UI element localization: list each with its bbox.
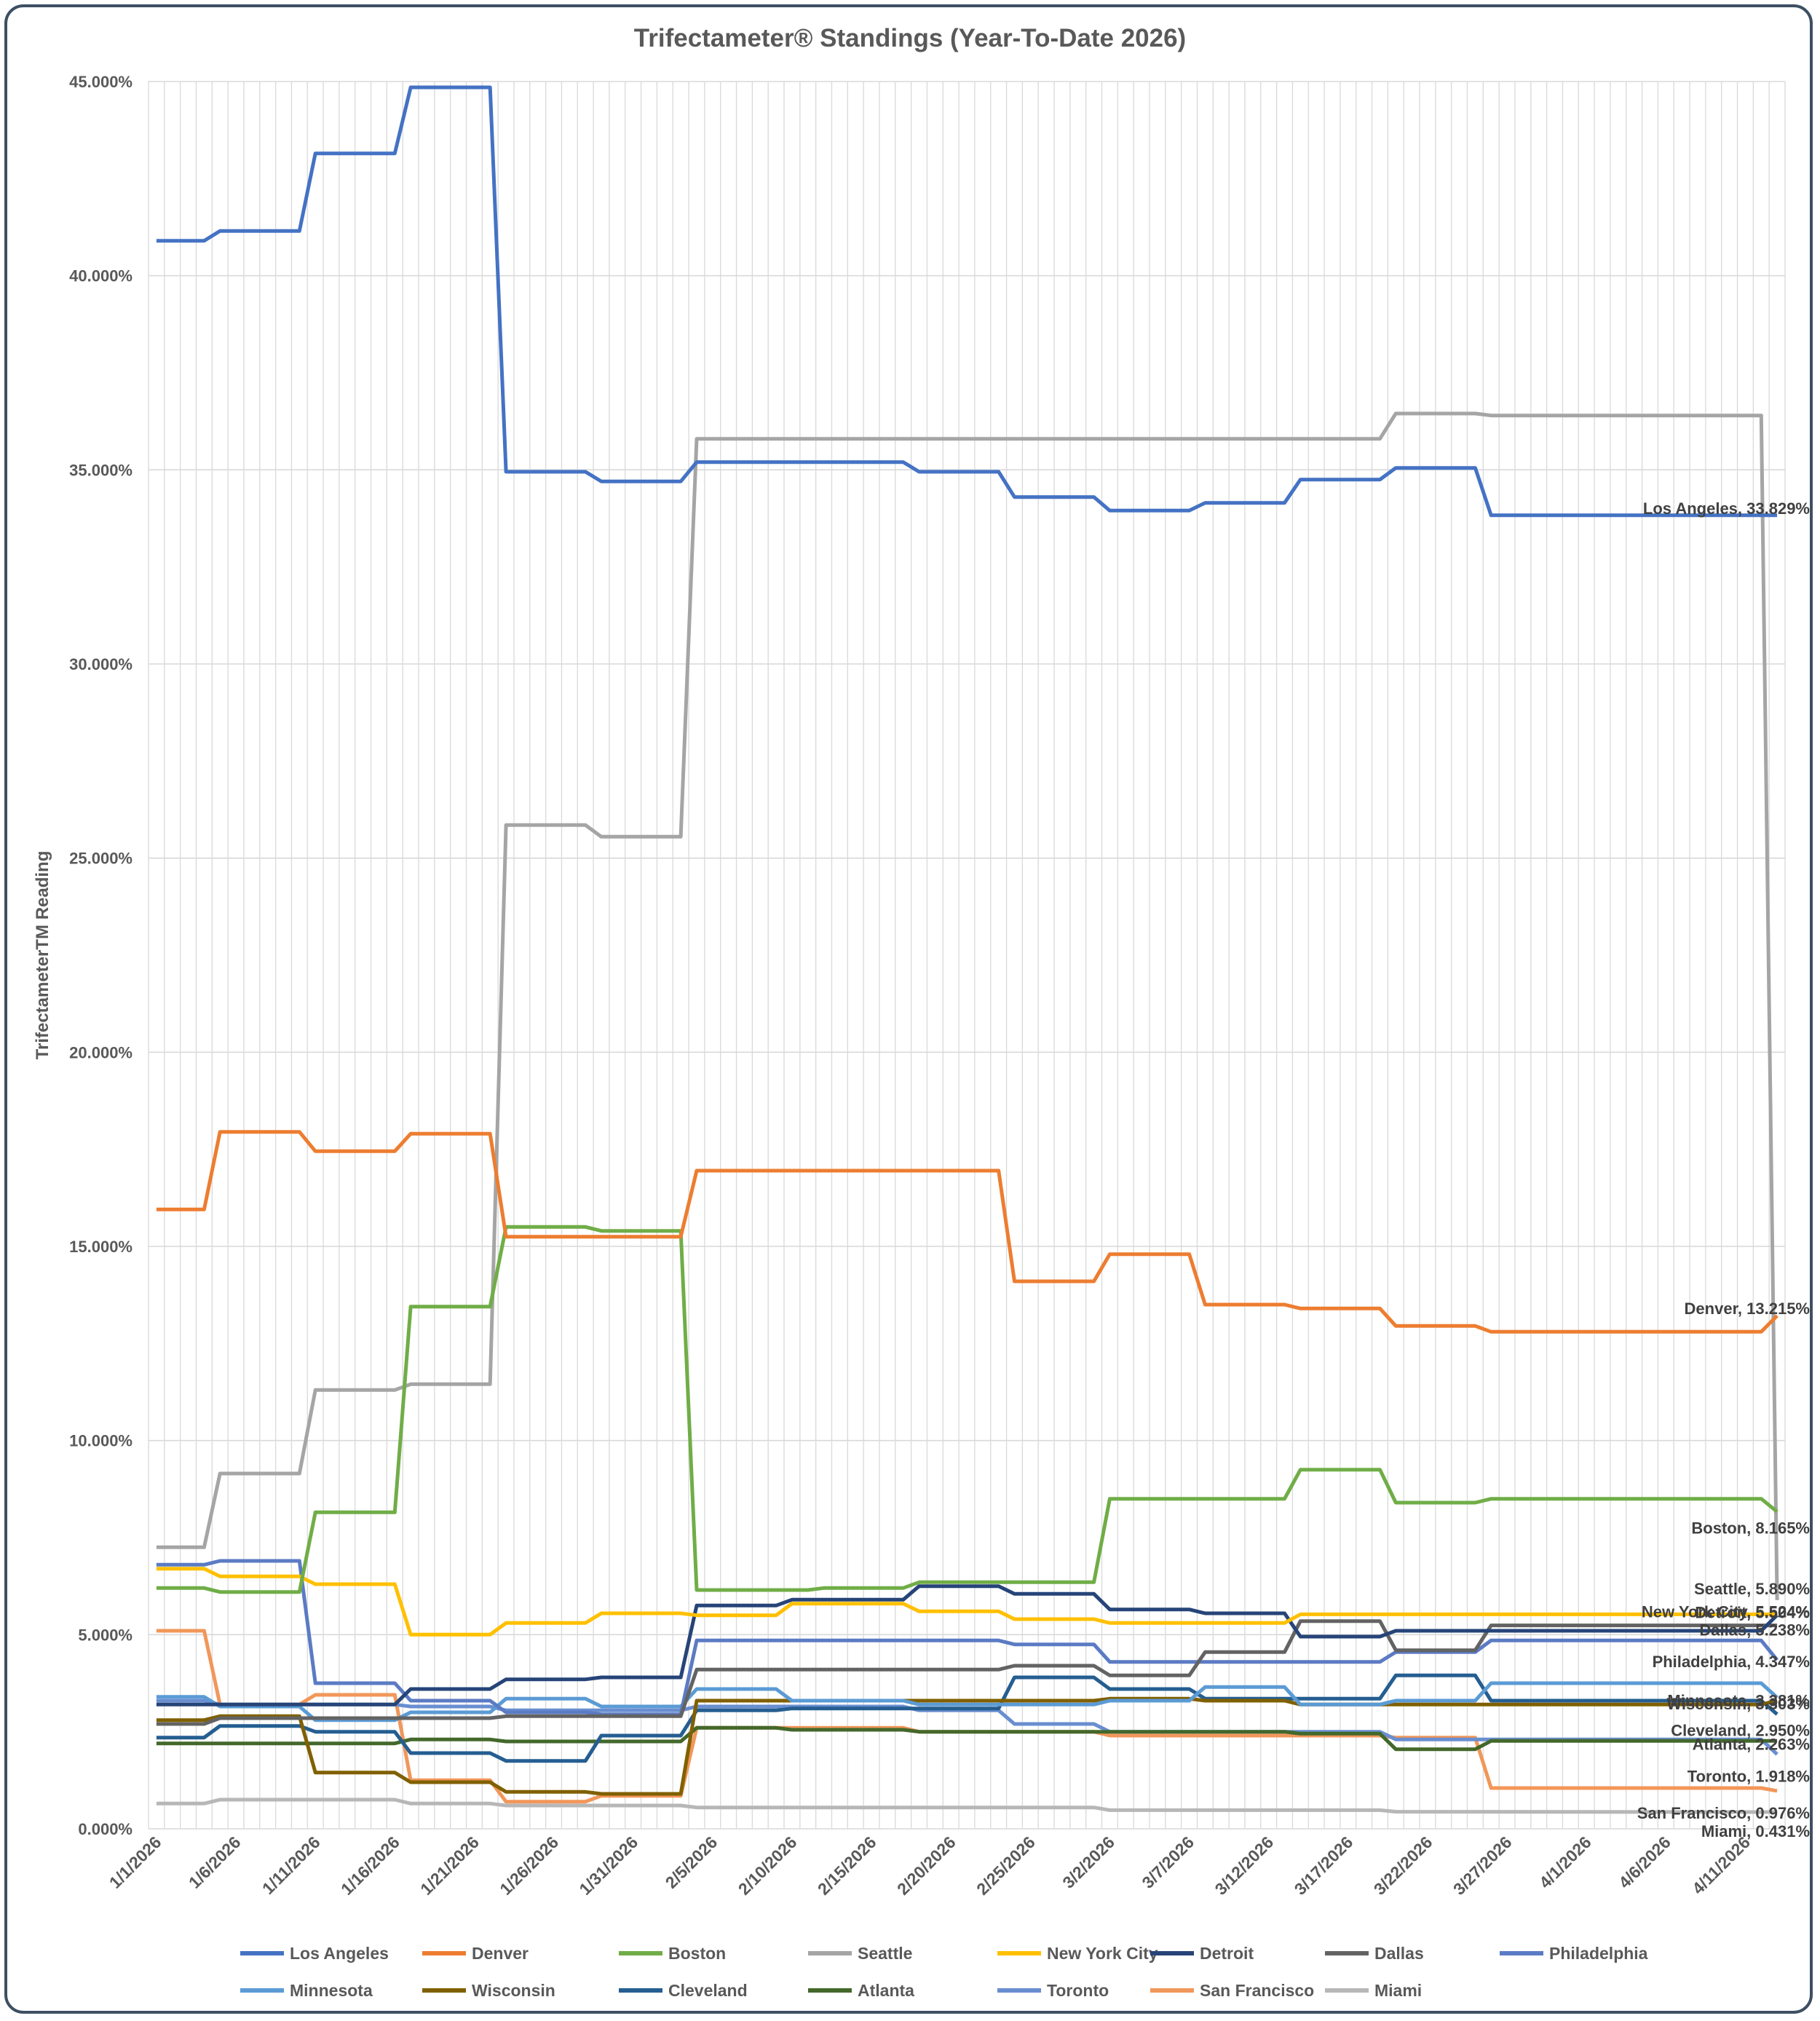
legend: Los Angeles Denver Boston Seattle New York C… — [240, 1944, 1648, 2000]
series-line-detroit — [156, 1584, 1779, 1706]
x-axis-ticks: 1/1/2026 1/6/2026 1/11/2026 1/16/2026 1/21/2… — [106, 1832, 1754, 1899]
x-tick-label: 1/11/2026 — [258, 1832, 324, 1898]
gridlines — [148, 81, 1786, 1830]
y-axis-label: TrifectameterTM Reading — [33, 851, 52, 1060]
x-tick-label: 3/12/2026 — [1211, 1832, 1277, 1899]
series-line-atlanta — [156, 1725, 1778, 1752]
data-label-san-francisco: San Francisco, 0.976% — [1637, 1804, 1810, 1822]
legend-entry: Dallas — [1374, 1944, 1424, 1963]
x-tick-label: 1/6/2026 — [185, 1832, 245, 1892]
series-line-denver — [156, 1130, 1779, 1334]
data-label-denver: Denver, 13.215% — [1685, 1300, 1810, 1318]
data-label-boston: Boston, 8.165% — [1691, 1519, 1810, 1538]
chart-frame — [4, 4, 1813, 2014]
series-line-minnesota — [156, 1681, 1779, 1723]
legend-entry: Detroit — [1200, 1944, 1254, 1963]
y-tick-label: 10.000% — [69, 1432, 132, 1450]
data-label-dallas: Dallas, 5.238% — [1699, 1621, 1810, 1640]
legend-entry: Cleveland — [668, 1981, 748, 2000]
legend-entry: New York City — [1047, 1944, 1158, 1963]
series-line-san-francisco — [156, 1629, 1778, 1804]
x-tick-label: 2/15/2026 — [814, 1832, 880, 1899]
data-label-philadelphia: Philadelphia, 4.347% — [1653, 1653, 1810, 1671]
data-label-wisconsin: Wisconsin, 3.303% — [1666, 1695, 1810, 1713]
x-tick-label: 1/16/2026 — [337, 1832, 403, 1899]
data-label-cleveland: Cleveland, 2.950% — [1671, 1722, 1810, 1740]
data-label-detroit: Detroit, 5.504% — [1695, 1603, 1810, 1621]
y-tick-label: 30.000% — [69, 655, 132, 673]
x-tick-label: 2/10/2026 — [735, 1832, 801, 1899]
x-tick-label: 1/31/2026 — [575, 1832, 641, 1899]
x-tick-label: 2/5/2026 — [662, 1832, 721, 1892]
legend-entry: Atlanta — [858, 1981, 914, 2000]
y-tick-label: 45.000% — [69, 73, 132, 91]
series-line-los-angeles — [156, 85, 1778, 518]
x-tick-label: 1/26/2026 — [496, 1832, 562, 1899]
y-tick-label: 25.000% — [69, 850, 132, 868]
y-tick-label: 35.000% — [69, 461, 132, 479]
x-tick-label: 3/17/2026 — [1291, 1832, 1357, 1899]
x-tick-label: 3/7/2026 — [1138, 1832, 1198, 1892]
x-tick-label: 1/21/2026 — [416, 1832, 483, 1899]
series-line-cleveland — [156, 1673, 1779, 1763]
legend-entry: Toronto — [1047, 1981, 1109, 2000]
data-label-seattle: Seattle, 5.890% — [1694, 1580, 1810, 1598]
y-tick-label: 5.000% — [78, 1626, 132, 1644]
legend-entry: Los Angeles — [290, 1944, 389, 1963]
data-label-miami: Miami, 0.431% — [1701, 1822, 1810, 1840]
x-tick-label: 3/27/2026 — [1449, 1832, 1516, 1899]
series-line-new-york-city — [156, 1567, 1778, 1637]
series-line-wisconsin — [156, 1696, 1778, 1796]
series-line-boston — [156, 1225, 1779, 1594]
y-tick-label: 40.000% — [69, 267, 132, 285]
x-tick-label: 4/11/2026 — [1688, 1832, 1754, 1898]
x-tick-label: 4/1/2026 — [1535, 1832, 1595, 1892]
x-tick-label: 2/20/2026 — [893, 1832, 960, 1899]
y-tick-label: 15.000% — [69, 1238, 132, 1256]
x-tick-label: 3/2/2026 — [1059, 1832, 1118, 1892]
series-line-dallas — [156, 1619, 1778, 1726]
x-tick-label: 4/6/2026 — [1615, 1832, 1674, 1892]
legend-entry: Minnesota — [290, 1981, 373, 2000]
series-lines — [156, 85, 1779, 1814]
x-tick-label: 1/1/2026 — [106, 1832, 165, 1892]
legend-entry: Boston — [668, 1944, 726, 1963]
data-label-minnesota: Minnesota, 3.381% — [1667, 1692, 1810, 1710]
data-label-los-angeles: Los Angeles, 33.829% — [1643, 499, 1810, 518]
legend-entry: Philadelphia — [1549, 1944, 1648, 1963]
y-tick-label: 0.000% — [78, 1820, 132, 1838]
y-axis-ticks: 0.000% 5.000% 10.000% 15.000% 20.000% 25.000%… — [69, 73, 132, 1838]
legend-entry: Miami — [1374, 1981, 1422, 2000]
data-label-toronto: Toronto, 1.918% — [1688, 1768, 1810, 1786]
y-tick-label: 20.000% — [69, 1043, 132, 1061]
x-tick-label: 2/25/2026 — [973, 1832, 1039, 1899]
data-labels: Los Angeles, 33.829% Denver, 13.215% Bosto… — [1637, 499, 1810, 1840]
legend-entry: San Francisco — [1200, 1981, 1314, 2000]
data-label-new-york-city: New York City, 5.524% — [1642, 1602, 1810, 1621]
series-line-miami — [156, 1797, 1778, 1814]
legend-entry: Denver — [472, 1944, 529, 1963]
chart-title: Trifectameter® Standings (Year-To-Date 2… — [634, 24, 1186, 52]
data-label-atlanta: Atlanta, 2.263% — [1693, 1735, 1810, 1753]
legend-entry: Wisconsin — [472, 1981, 555, 2000]
legend-entry: Seattle — [858, 1944, 912, 1963]
x-tick-label: 3/22/2026 — [1370, 1832, 1436, 1899]
series-line-seattle — [156, 411, 1779, 1600]
